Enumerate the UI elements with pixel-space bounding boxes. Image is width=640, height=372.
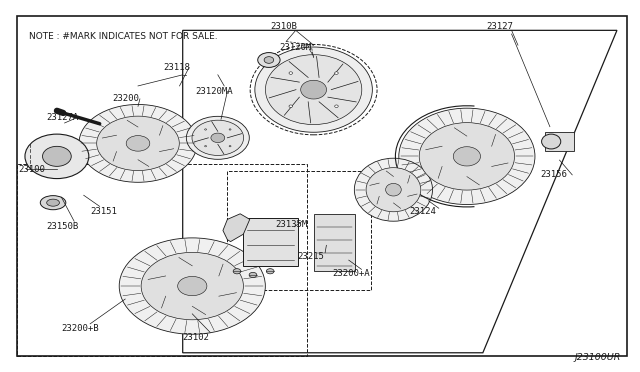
Ellipse shape	[541, 134, 561, 149]
Text: 23124: 23124	[410, 208, 436, 217]
Text: 23118: 23118	[164, 63, 191, 72]
Text: 23200: 23200	[113, 94, 140, 103]
Bar	[17, 164, 307, 356]
Ellipse shape	[355, 158, 433, 221]
Ellipse shape	[233, 269, 241, 274]
Ellipse shape	[399, 108, 535, 205]
Ellipse shape	[335, 72, 338, 74]
Ellipse shape	[386, 183, 401, 196]
Ellipse shape	[289, 72, 292, 74]
Bar	[198, 125, 237, 153]
Bar	[243, 218, 298, 266]
Text: 23135M: 23135M	[275, 221, 308, 230]
Text: 23156: 23156	[540, 170, 567, 179]
Ellipse shape	[205, 145, 207, 147]
Text: 23151: 23151	[90, 208, 117, 217]
Ellipse shape	[141, 252, 243, 320]
Text: 23200+A: 23200+A	[333, 269, 371, 278]
Bar	[545, 132, 574, 151]
Ellipse shape	[266, 55, 362, 125]
Ellipse shape	[229, 145, 231, 147]
Ellipse shape	[126, 136, 150, 151]
Ellipse shape	[40, 196, 66, 210]
Ellipse shape	[419, 123, 515, 190]
Ellipse shape	[289, 105, 292, 108]
Text: 2310B: 2310B	[270, 22, 297, 31]
Text: 23120M: 23120M	[280, 42, 312, 51]
Ellipse shape	[25, 134, 89, 179]
Ellipse shape	[264, 57, 274, 63]
Ellipse shape	[205, 129, 207, 130]
Ellipse shape	[453, 147, 481, 166]
Ellipse shape	[301, 80, 326, 99]
Ellipse shape	[266, 269, 274, 274]
Ellipse shape	[97, 116, 179, 171]
Ellipse shape	[186, 116, 250, 159]
Ellipse shape	[42, 146, 71, 166]
Text: 23215: 23215	[298, 252, 324, 261]
Ellipse shape	[255, 47, 372, 132]
Polygon shape	[223, 214, 250, 241]
Ellipse shape	[249, 272, 257, 278]
Text: 23127A: 23127A	[47, 113, 79, 122]
Text: 23100: 23100	[19, 165, 45, 174]
Ellipse shape	[47, 199, 60, 206]
Text: 23150B: 23150B	[47, 222, 79, 231]
Bar	[314, 214, 355, 271]
Ellipse shape	[178, 276, 207, 296]
Ellipse shape	[119, 238, 266, 334]
Text: 23200+B: 23200+B	[61, 324, 99, 333]
Ellipse shape	[366, 168, 420, 212]
Ellipse shape	[192, 120, 244, 155]
Ellipse shape	[79, 105, 197, 182]
Ellipse shape	[229, 129, 231, 130]
Text: 23127: 23127	[486, 22, 513, 31]
Ellipse shape	[211, 133, 225, 142]
Text: NOTE : #MARK INDICATES NOT FOR SALE.: NOTE : #MARK INDICATES NOT FOR SALE.	[29, 32, 218, 41]
Text: J23100UR: J23100UR	[575, 353, 621, 362]
Text: 23120MA: 23120MA	[195, 87, 233, 96]
Ellipse shape	[258, 52, 280, 67]
Ellipse shape	[335, 105, 338, 108]
Bar	[227, 171, 371, 290]
Text: 23102: 23102	[182, 333, 209, 343]
